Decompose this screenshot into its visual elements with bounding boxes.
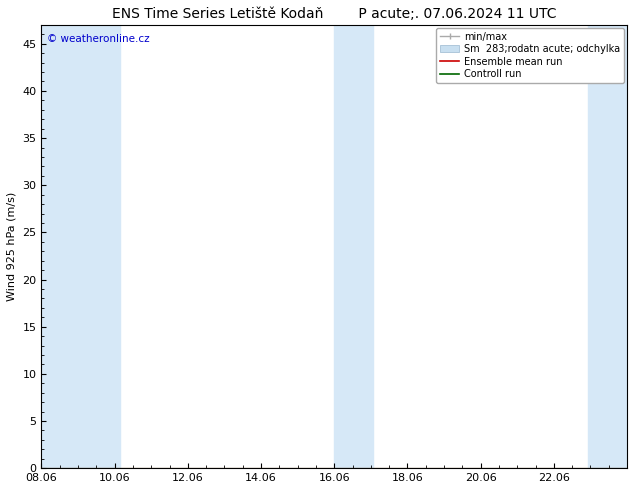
Text: © weatheronline.cz: © weatheronline.cz	[48, 34, 150, 44]
Bar	[41, 25, 120, 468]
Title: ENS Time Series Letiště Kodaň        P acute;. 07.06.2024 11 UTC: ENS Time Series Letiště Kodaň P acute;. …	[112, 7, 557, 21]
Bar	[588, 25, 627, 468]
Legend: min/max, Sm  283;rodatn acute; odchylka, Ensemble mean run, Controll run: min/max, Sm 283;rodatn acute; odchylka, …	[436, 28, 624, 83]
Y-axis label: Wind 925 hPa (m/s): Wind 925 hPa (m/s)	[7, 192, 17, 301]
Bar	[334, 25, 373, 468]
